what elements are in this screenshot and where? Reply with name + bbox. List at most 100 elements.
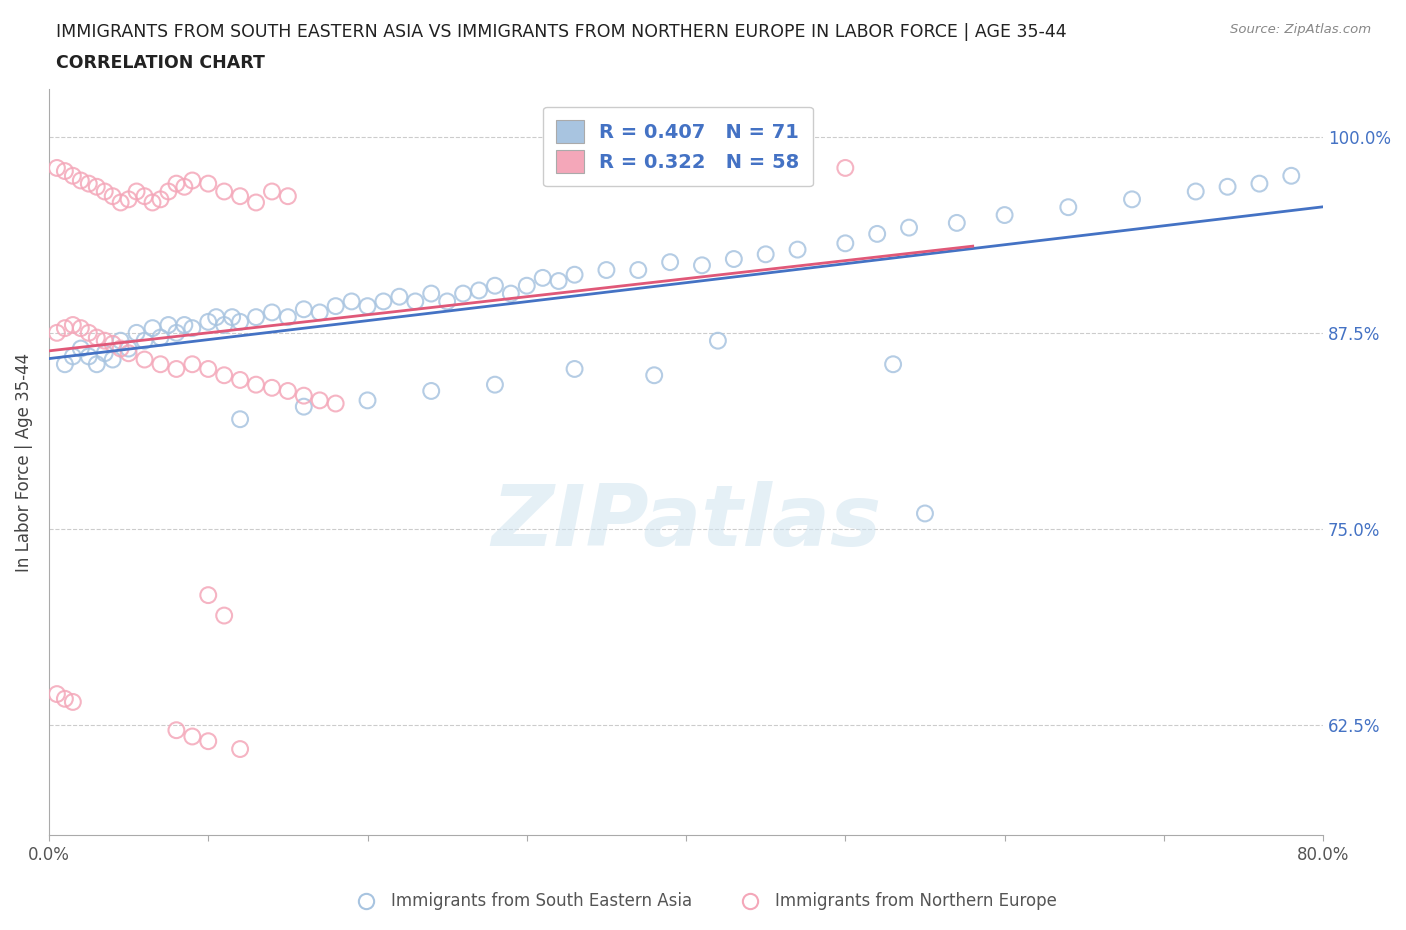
Point <box>420 286 443 301</box>
Point <box>690 258 713 272</box>
Point <box>86 330 108 345</box>
Point <box>994 207 1017 222</box>
Point <box>62 317 84 332</box>
Point <box>245 310 267 325</box>
Point <box>451 286 474 301</box>
Point <box>149 357 172 372</box>
Point <box>69 321 91 336</box>
Point <box>53 691 76 706</box>
Point <box>292 302 315 317</box>
Point <box>277 383 299 398</box>
Point <box>898 220 921 235</box>
Point <box>834 236 856 251</box>
Point <box>516 278 538 293</box>
Point <box>93 333 115 348</box>
Point <box>101 189 124 204</box>
Point <box>659 255 682 270</box>
Point <box>595 161 617 176</box>
Point <box>277 189 299 204</box>
Point <box>1057 200 1080 215</box>
Point <box>93 184 115 199</box>
Point <box>141 195 163 210</box>
Point <box>325 299 347 313</box>
Point <box>308 393 330 408</box>
Point <box>564 362 586 377</box>
Point <box>260 380 283 395</box>
Legend: R = 0.407   N = 71, R = 0.322   N = 58: R = 0.407 N = 71, R = 0.322 N = 58 <box>543 107 813 187</box>
Point <box>260 184 283 199</box>
Point <box>157 184 180 199</box>
Point <box>707 333 730 348</box>
Point <box>229 412 252 427</box>
Point <box>866 226 889 241</box>
Point <box>723 252 745 267</box>
Point <box>595 262 617 277</box>
Point <box>755 246 778 261</box>
Point <box>786 242 808 257</box>
Point <box>141 321 163 336</box>
Point <box>86 179 108 194</box>
Point <box>197 314 219 329</box>
Point <box>221 310 243 325</box>
Point <box>45 161 67 176</box>
Point <box>643 367 665 382</box>
Point <box>197 588 219 603</box>
Point <box>173 179 195 194</box>
Point <box>245 378 267 392</box>
Point <box>86 357 108 372</box>
Point <box>1279 168 1302 183</box>
Point <box>229 741 252 756</box>
Point <box>292 399 315 414</box>
Point <box>212 317 235 332</box>
Point <box>181 729 204 744</box>
Y-axis label: In Labor Force | Age 35-44: In Labor Force | Age 35-44 <box>15 352 32 572</box>
Point <box>181 321 204 336</box>
Text: ZIPatlas: ZIPatlas <box>491 481 882 564</box>
Point <box>229 373 252 388</box>
Point <box>45 686 67 701</box>
Point <box>531 271 554 286</box>
Point <box>181 173 204 188</box>
Point <box>165 326 187 340</box>
Point <box>212 367 235 382</box>
Point <box>117 346 139 361</box>
Point <box>205 310 228 325</box>
Point <box>101 352 124 367</box>
Point <box>93 346 115 361</box>
Point <box>340 294 363 309</box>
Point <box>110 341 132 356</box>
Point <box>165 176 187 191</box>
Point <box>77 176 100 191</box>
Point <box>53 321 76 336</box>
Point <box>260 305 283 320</box>
Point <box>468 283 491 298</box>
Point <box>134 352 156 367</box>
Text: CORRELATION CHART: CORRELATION CHART <box>56 54 266 72</box>
Point <box>245 195 267 210</box>
Point <box>110 333 132 348</box>
Text: IMMIGRANTS FROM SOUTH EASTERN ASIA VS IMMIGRANTS FROM NORTHERN EUROPE IN LABOR F: IMMIGRANTS FROM SOUTH EASTERN ASIA VS IM… <box>56 23 1067 41</box>
Point <box>77 326 100 340</box>
Point <box>388 289 411 304</box>
Point <box>1249 176 1271 191</box>
Point <box>356 299 378 313</box>
Point <box>157 317 180 332</box>
Legend: Immigrants from South Eastern Asia, Immigrants from Northern Europe: Immigrants from South Eastern Asia, Immi… <box>342 885 1064 917</box>
Point <box>373 294 395 309</box>
Point <box>212 184 235 199</box>
Point <box>229 189 252 204</box>
Point <box>117 341 139 356</box>
Point <box>484 278 506 293</box>
Point <box>197 176 219 191</box>
Point <box>62 168 84 183</box>
Point <box>62 349 84 364</box>
Point <box>499 286 522 301</box>
Point <box>834 161 856 176</box>
Point <box>197 734 219 749</box>
Point <box>77 349 100 364</box>
Point <box>101 337 124 352</box>
Point <box>308 305 330 320</box>
Text: Source: ZipAtlas.com: Source: ZipAtlas.com <box>1230 23 1371 36</box>
Point <box>117 192 139 206</box>
Point <box>882 357 904 372</box>
